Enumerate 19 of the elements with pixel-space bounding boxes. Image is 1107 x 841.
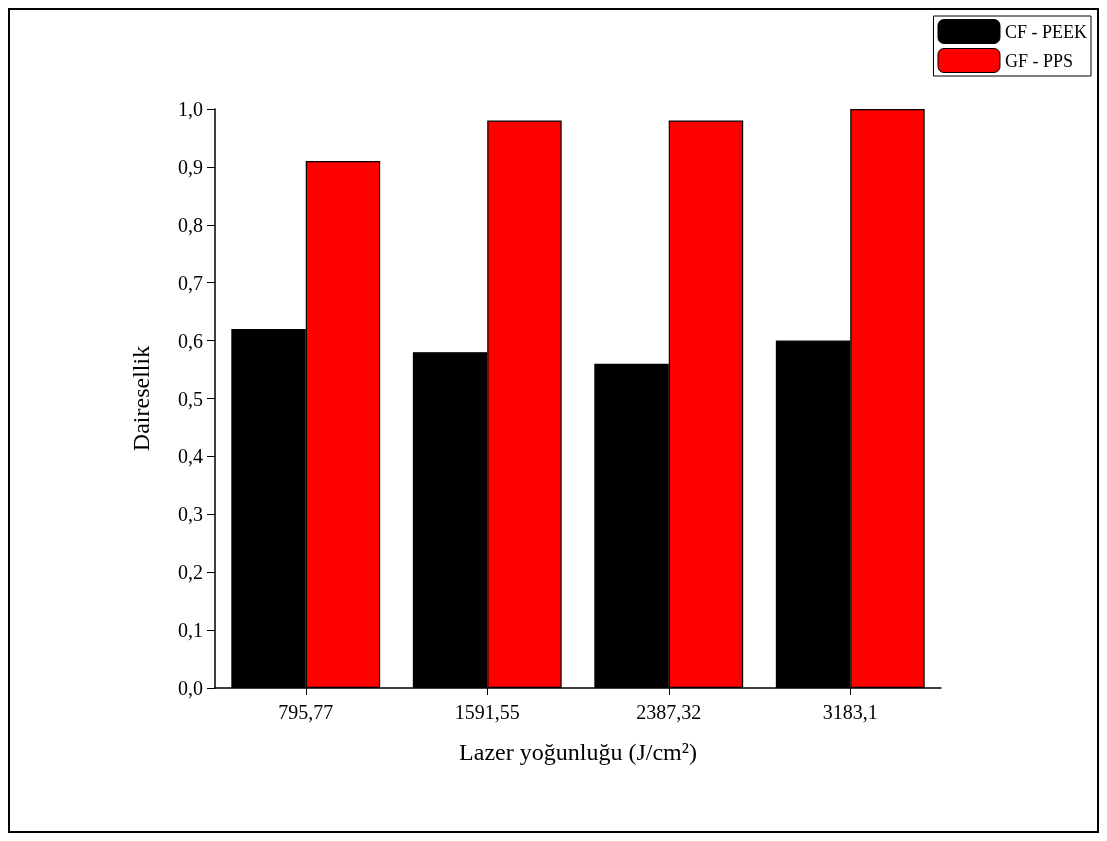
y-tick-label: 1,0 xyxy=(178,98,203,120)
legend-label: GF - PPS xyxy=(1004,50,1074,71)
x-tick-label: 3183,1 xyxy=(822,701,878,723)
y-tick-label: 0,6 xyxy=(178,329,203,352)
y-tick-label: 0,3 xyxy=(178,503,203,526)
y-tick-label: 0,5 xyxy=(178,387,203,410)
y-tick-label: 0,7 xyxy=(178,271,203,294)
x-tick-label: 2387,32 xyxy=(636,701,702,723)
x-tick-label: 1591,55 xyxy=(454,701,520,723)
y-tick-label: 0,1 xyxy=(178,619,203,642)
x-tick-label: 795,77 xyxy=(278,701,334,723)
y-tick-label: 0,9 xyxy=(178,155,203,178)
legend-label: CF - PEEK xyxy=(1004,21,1087,42)
x-axis-title: Lazer yoğunluğu (J/cm²) xyxy=(459,739,697,765)
y-tick-label: 0,0 xyxy=(178,677,203,699)
y-tick-label: 0,4 xyxy=(178,445,203,468)
y-axis-title: Dairesellik xyxy=(128,345,154,452)
y-tick-label: 0,8 xyxy=(178,213,203,236)
y-tick-label: 0,2 xyxy=(178,561,203,584)
